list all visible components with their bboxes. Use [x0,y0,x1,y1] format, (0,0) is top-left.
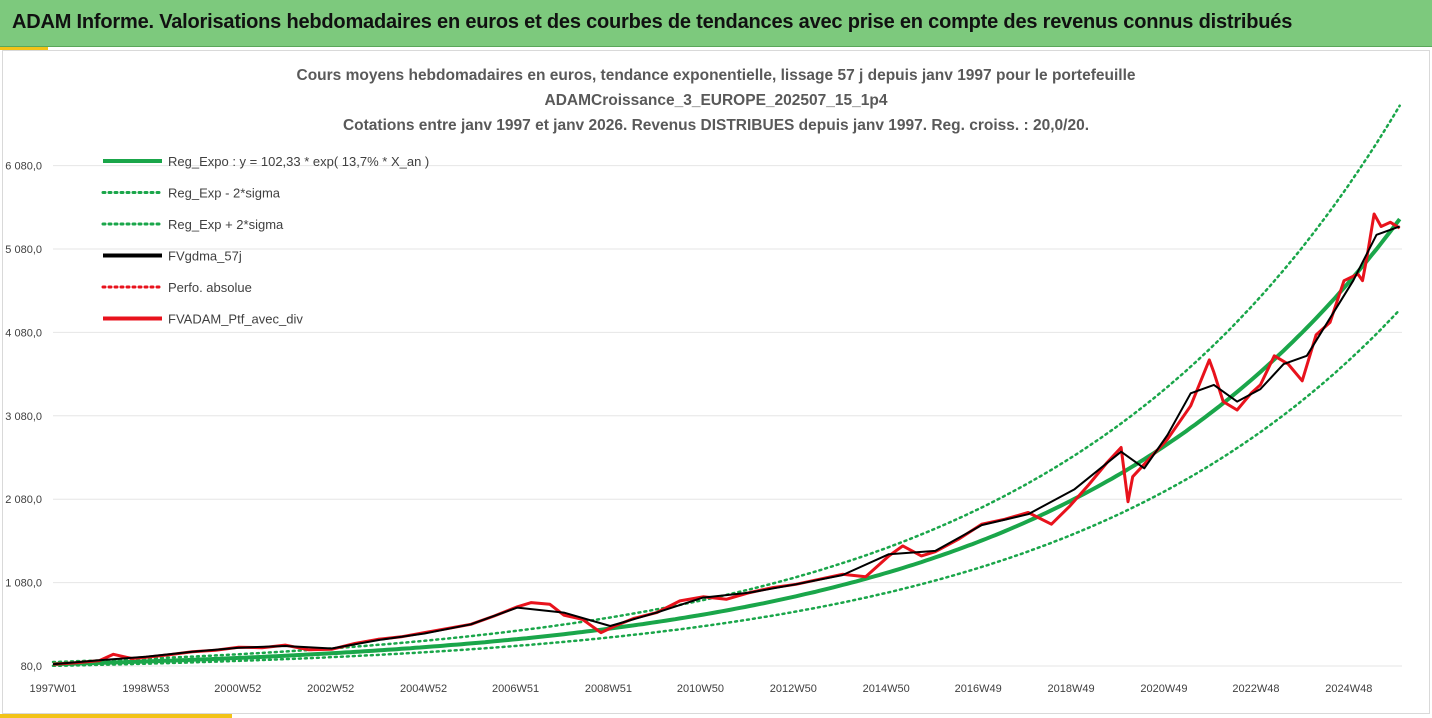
trend-line [52,217,1402,667]
x-tick-label: 2018W49 [1047,683,1094,695]
y-axis-ticks: 80,0 1 080,0 2 080,0 3 080,0 4 080,0 5 080,0 6… [5,161,42,673]
x-tick-label: 2024W48 [1325,683,1372,695]
portfolio-line [52,212,1401,666]
x-tick-label: 2008W51 [585,683,632,695]
x-tick-label: 2020W49 [1140,683,1187,695]
x-tick-label: 2002W52 [307,683,354,695]
x-tick-label: 2012W50 [770,683,817,695]
x-tick-label: 2006W51 [492,683,539,695]
x-tick-label: 2010W50 [677,683,724,695]
legend-label: Perfo. absolue [168,280,252,295]
y-tick-label: 3 080,0 [5,411,42,423]
legend-label: FVgdma_57j [168,249,242,264]
x-tick-label: 2022W48 [1232,683,1279,695]
x-tick-label: 1998W53 [122,683,169,695]
series-layer [51,104,1402,668]
y-tick-label: 6 080,0 [5,161,42,173]
chart-title-line-2: ADAMCroissance_3_EUROPE_202507_15_1p4 [544,92,888,109]
y-tick-label: 1 080,0 [5,578,42,590]
trend-lower-band [51,308,1401,668]
y-tick-label: 5 080,0 [5,244,42,256]
accent-bar-bottom [0,714,232,718]
legend-label: Reg_Expo : y = 102,33 * exp( 13,7% * X_a… [168,154,429,169]
chart-frame [2,50,1430,714]
legend-label: Reg_Exp + 2*sigma [168,217,284,232]
accent-bar-top [0,47,48,50]
x-axis-ticks: 1997W01 1998W53 2000W52 2002W52 2004W52 2006W… [29,683,1372,695]
x-tick-label: 2014W50 [863,683,910,695]
chart-title-line-1: Cours moyens hebdomadaires en euros, ten… [296,67,1136,84]
y-tick-label: 2 080,0 [5,494,42,506]
x-tick-label: 2004W52 [400,683,447,695]
header-banner: ADAM Informe. Valorisations hebdomadaire… [0,0,1432,47]
x-tick-label: 2000W52 [214,683,261,695]
chart-title-line-3: Cotations entre janv 1997 et janv 2026. … [342,117,1090,134]
x-tick-label: 2016W49 [955,683,1002,695]
y-tick-label: 4 080,0 [5,327,42,339]
banner-title: ADAM Informe. Valorisations hebdomadaire… [12,11,1293,33]
legend-label: Reg_Exp - 2*sigma [168,186,281,201]
x-tick-label: 1997W01 [29,683,76,695]
smooth-line [52,225,1401,666]
gridlines [53,165,1402,667]
legend: Reg_Expo : y = 102,33 * exp( 13,7% * X_a… [101,154,429,327]
y-tick-label: 80,0 [21,661,42,673]
legend-label: FVADAM_Ptf_avec_div [168,312,303,327]
